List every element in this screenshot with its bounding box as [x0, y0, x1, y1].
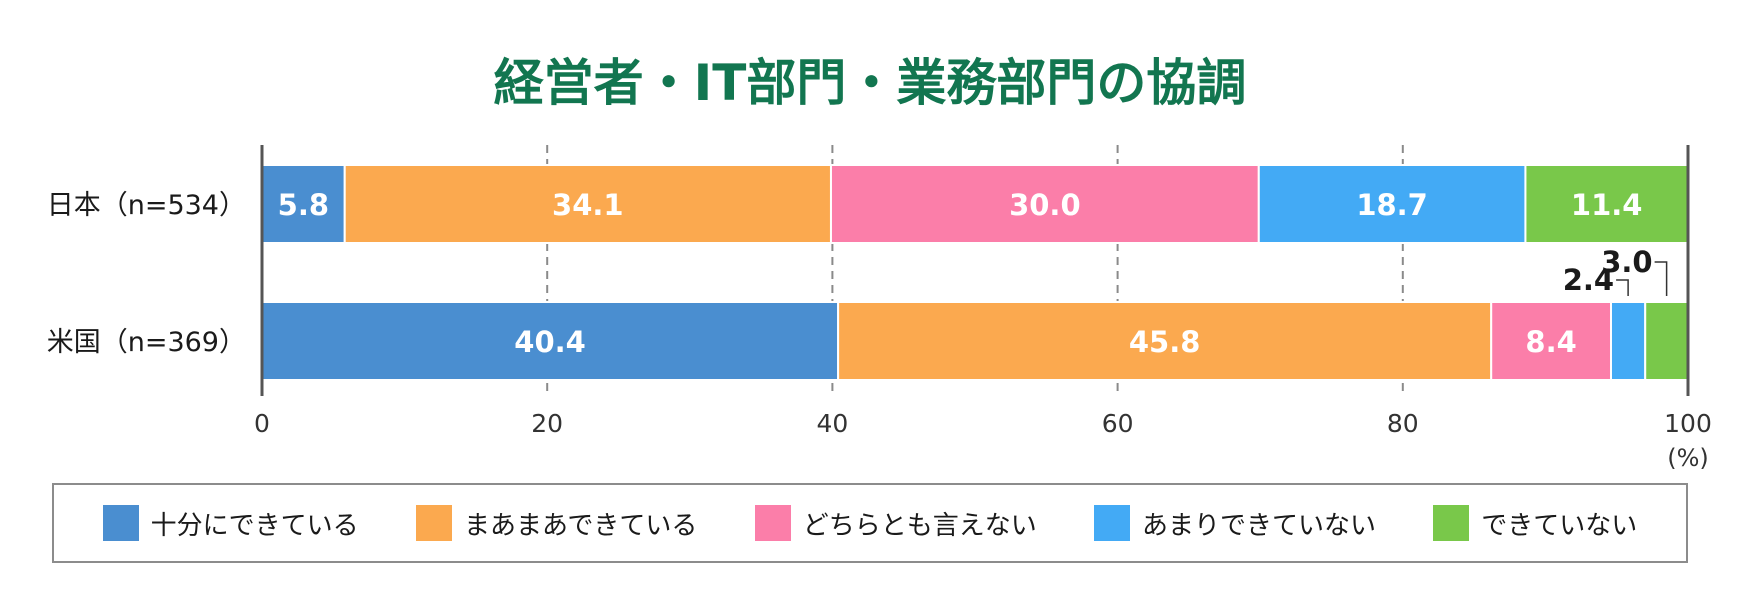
data-label-0-2: 30.0: [1009, 188, 1081, 222]
bar-1-3: [1609, 301, 1647, 381]
legend-swatch: [1433, 505, 1470, 541]
data-label-1-0: 40.4: [514, 325, 586, 359]
legend-label: 十分にできている: [150, 510, 359, 541]
leader-line-1-3: [1616, 279, 1629, 296]
legend-label: どちらとも言えない: [802, 510, 1037, 541]
legend-item: まあまあできている: [415, 505, 698, 542]
data-label-0-1: 34.1: [552, 188, 624, 222]
data-label-1-2: 8.4: [1525, 325, 1576, 359]
x-tick-label-80: 80: [1387, 409, 1419, 438]
bars: [261, 164, 1690, 381]
category-label-1: 米国（n=369）: [47, 327, 246, 358]
bar-1-1: [837, 301, 1493, 381]
bar-1-4: [1644, 301, 1689, 381]
legend-swatch: [415, 505, 452, 541]
data-label-1-4: 3.0: [1601, 245, 1652, 279]
bar-1-2: [1490, 301, 1612, 381]
legend-label: まあまあできている: [463, 510, 698, 541]
x-tick-label-20: 20: [531, 409, 563, 438]
legend-item: あまりできていない: [1094, 505, 1376, 542]
bar-1-0: [261, 301, 840, 381]
value-labels: 5.8 34.1 30.0 18.7 11.4 40.4 45.8 8.4 2.43.0: [278, 188, 1668, 359]
bar-0-4: [1524, 164, 1690, 244]
data-label-0-0: 5.8: [278, 188, 329, 222]
x-unit-label: (%): [1667, 444, 1709, 472]
legend-swatch: [102, 505, 139, 541]
bar-0-0: [261, 164, 346, 244]
legend-item: どちらとも言えない: [754, 505, 1037, 542]
axes: 日本（n=534） 米国（n=369） 0 20 40 60 80 100 (%): [47, 145, 1712, 472]
legend: 十分にできている まあまあできている どちらとも言えない あまりできていない できていな…: [52, 483, 1688, 563]
x-tick-label-60: 60: [1102, 409, 1134, 438]
data-label-1-3: 2.4: [1563, 263, 1614, 297]
x-tick-label-40: 40: [816, 409, 848, 438]
legend-item: できていない: [1433, 505, 1637, 542]
chart-title: 経営者・IT部門・業務部門の協調: [494, 54, 1247, 112]
bar-0-3: [1257, 164, 1527, 244]
bar-0-1: [343, 164, 832, 244]
legend-swatch: [1094, 505, 1130, 541]
leader-line-1-4: [1654, 261, 1668, 296]
legend-swatch: [754, 505, 791, 541]
legend-label: あまりできていない: [1142, 510, 1377, 541]
x-tick-label-0: 0: [254, 409, 270, 438]
category-label-0: 日本（n=534）: [47, 190, 246, 221]
legend-item: 十分にできている: [102, 505, 359, 542]
data-label-0-3: 18.7: [1356, 188, 1428, 222]
data-label-0-4: 11.4: [1571, 188, 1643, 222]
x-tick-label-100: 100: [1664, 409, 1712, 438]
legend-label: できていない: [1481, 510, 1638, 541]
bar-0-2: [829, 164, 1260, 244]
data-label-1-1: 45.8: [1129, 325, 1201, 359]
